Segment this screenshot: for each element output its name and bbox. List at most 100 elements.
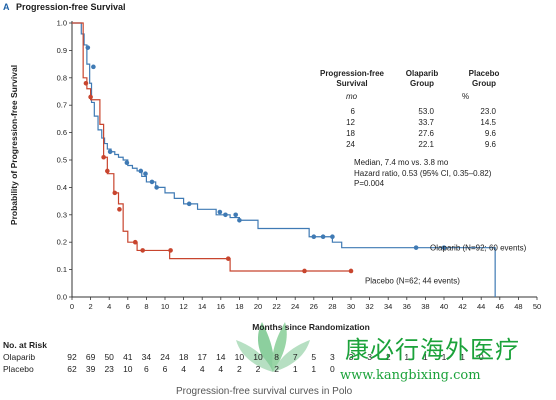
table-olaparib-value: 53.0 [418, 107, 434, 116]
olaparib-censor-mark [186, 201, 192, 207]
y-axis-label: Probability of Progression-free Survival [9, 64, 19, 226]
risk-count: 2 [237, 364, 242, 374]
placebo-censor-mark [117, 207, 122, 212]
risk-count: 1 [311, 364, 317, 374]
olaparib-censor-mark [107, 149, 113, 155]
x-tick-label: 36 [403, 302, 411, 311]
risk-count: 1 [292, 364, 298, 374]
olaparib-censor-mark [320, 234, 326, 240]
risk-count: 8 [274, 352, 279, 362]
x-tick-label: 14 [198, 302, 206, 311]
risk-count: 3 [348, 352, 354, 362]
x-tick-label: 8 [144, 302, 148, 311]
risk-count: 0 [478, 352, 484, 362]
x-tick-label: 18 [235, 302, 243, 311]
placebo-censor-mark [132, 239, 138, 245]
risk-count: 10 [234, 352, 245, 362]
x-tick-label: 26 [310, 302, 318, 311]
table-month: 6 [350, 107, 355, 116]
risk-count: 17 [197, 352, 207, 362]
risk-count: 4 [199, 364, 205, 374]
median-text: Median, 7.4 mo vs. 3.8 mo [354, 158, 449, 167]
x-tick-label: 30 [347, 302, 355, 311]
risk-count: 50 [104, 352, 114, 362]
placebo-censor-mark [112, 190, 118, 196]
x-axis-label: Months since Randomization [252, 322, 370, 332]
x-tick-label: 12 [179, 302, 187, 311]
risk-count: 3 [330, 352, 335, 362]
table-month: 18 [346, 129, 355, 138]
olaparib-header: Olaparib Group [405, 69, 439, 88]
risk-row-label-placebo: Placebo [3, 364, 34, 374]
x-tick-label: 32 [365, 302, 373, 311]
olaparib-censor-mark [91, 64, 96, 70]
x-tick-label: 4 [107, 302, 111, 311]
y-tick-label: 1.0 [57, 19, 67, 28]
placebo-censor-mark [302, 268, 307, 274]
olaparib-censor-mark [233, 212, 238, 218]
percent-subheader: % [462, 92, 470, 101]
curves [72, 22, 496, 297]
risk-count: 18 [178, 352, 189, 362]
risk-count: 6 [144, 364, 149, 374]
table-olaparib-value: 27.6 [418, 129, 434, 138]
risk-count: 69 [85, 352, 96, 362]
risk-count: 24 [160, 352, 170, 362]
risk-count: 1 [460, 352, 465, 362]
x-tick-label: 40 [440, 302, 448, 311]
y-tick-label: 0.4 [57, 183, 67, 192]
risk-count: 14 [216, 352, 226, 362]
placebo-censor-mark [88, 94, 93, 100]
placebo-header: Placebo Group [468, 69, 500, 88]
x-tick-label: 50 [533, 302, 541, 311]
olaparib-censor-mark [124, 160, 130, 166]
placebo-censor-mark [101, 154, 106, 160]
olaparib-censor-mark [330, 234, 335, 240]
risk-count: 4 [181, 364, 186, 374]
risk-table-title: No. at Risk [3, 340, 47, 350]
mo-subheader: mo [346, 92, 358, 101]
risk-count: 2 [385, 352, 391, 362]
annotations: Olaparib (N=92; 60 events) Placebo (N=62;… [365, 244, 527, 286]
table-placebo-value: 23.0 [480, 107, 496, 116]
watermark-url: www.kangbixing.com [340, 368, 481, 383]
risk-count: 34 [141, 352, 152, 362]
risk-count: 10 [253, 352, 263, 362]
placebo-curve-label: Placebo (N=62; 44 events) [365, 277, 460, 286]
placebo-censor-mark [140, 248, 145, 253]
y-tick-label: 0.0 [57, 293, 67, 302]
olaparib-censor-mark [441, 245, 447, 250]
table-placebo-value: 14.5 [480, 118, 496, 127]
x-tick-label: 46 [496, 302, 504, 311]
x-tick-label: 42 [458, 302, 466, 311]
x-tick-label: 24 [291, 302, 299, 311]
p-value-text: P=0.004 [354, 179, 385, 188]
stats-block: Median, 7.4 mo vs. 3.8 mo Hazard ratio, … [354, 158, 491, 190]
risk-count: 3 [367, 352, 372, 362]
x-tick-label: 34 [384, 302, 392, 311]
risk-row-label-olaparib: Olaparib [3, 352, 36, 362]
olaparib-censor-mark [154, 185, 159, 190]
olaparib-censor-mark [138, 168, 144, 174]
risk-count: 6 [162, 364, 168, 374]
olaparib-censor-mark [85, 45, 91, 50]
table-olaparib-value: 33.7 [418, 118, 434, 127]
olaparib-censor-mark [237, 217, 242, 223]
figure-caption: Progression-free survival curves in Polo [176, 386, 353, 397]
x-tick-label: 16 [217, 302, 225, 311]
table-month: 12 [346, 118, 355, 127]
olaparib-censor-mark [223, 212, 228, 218]
y-tick-label: 0.9 [57, 46, 67, 55]
risk-count: 5 [311, 352, 317, 362]
chart-title: Progression-free Survival [16, 2, 126, 12]
risk-count: 39 [85, 364, 96, 374]
placebo-censor-mark [168, 248, 173, 253]
table-olaparib-value: 22.1 [418, 140, 434, 149]
olaparib-censor-mark [217, 209, 223, 215]
x-tick-label: 0 [70, 302, 74, 311]
risk-count: 2 [274, 364, 279, 374]
watermark-logo [236, 322, 310, 372]
olaparib-censor-mark [149, 179, 155, 185]
table-placebo-value: 9.6 [484, 140, 496, 149]
